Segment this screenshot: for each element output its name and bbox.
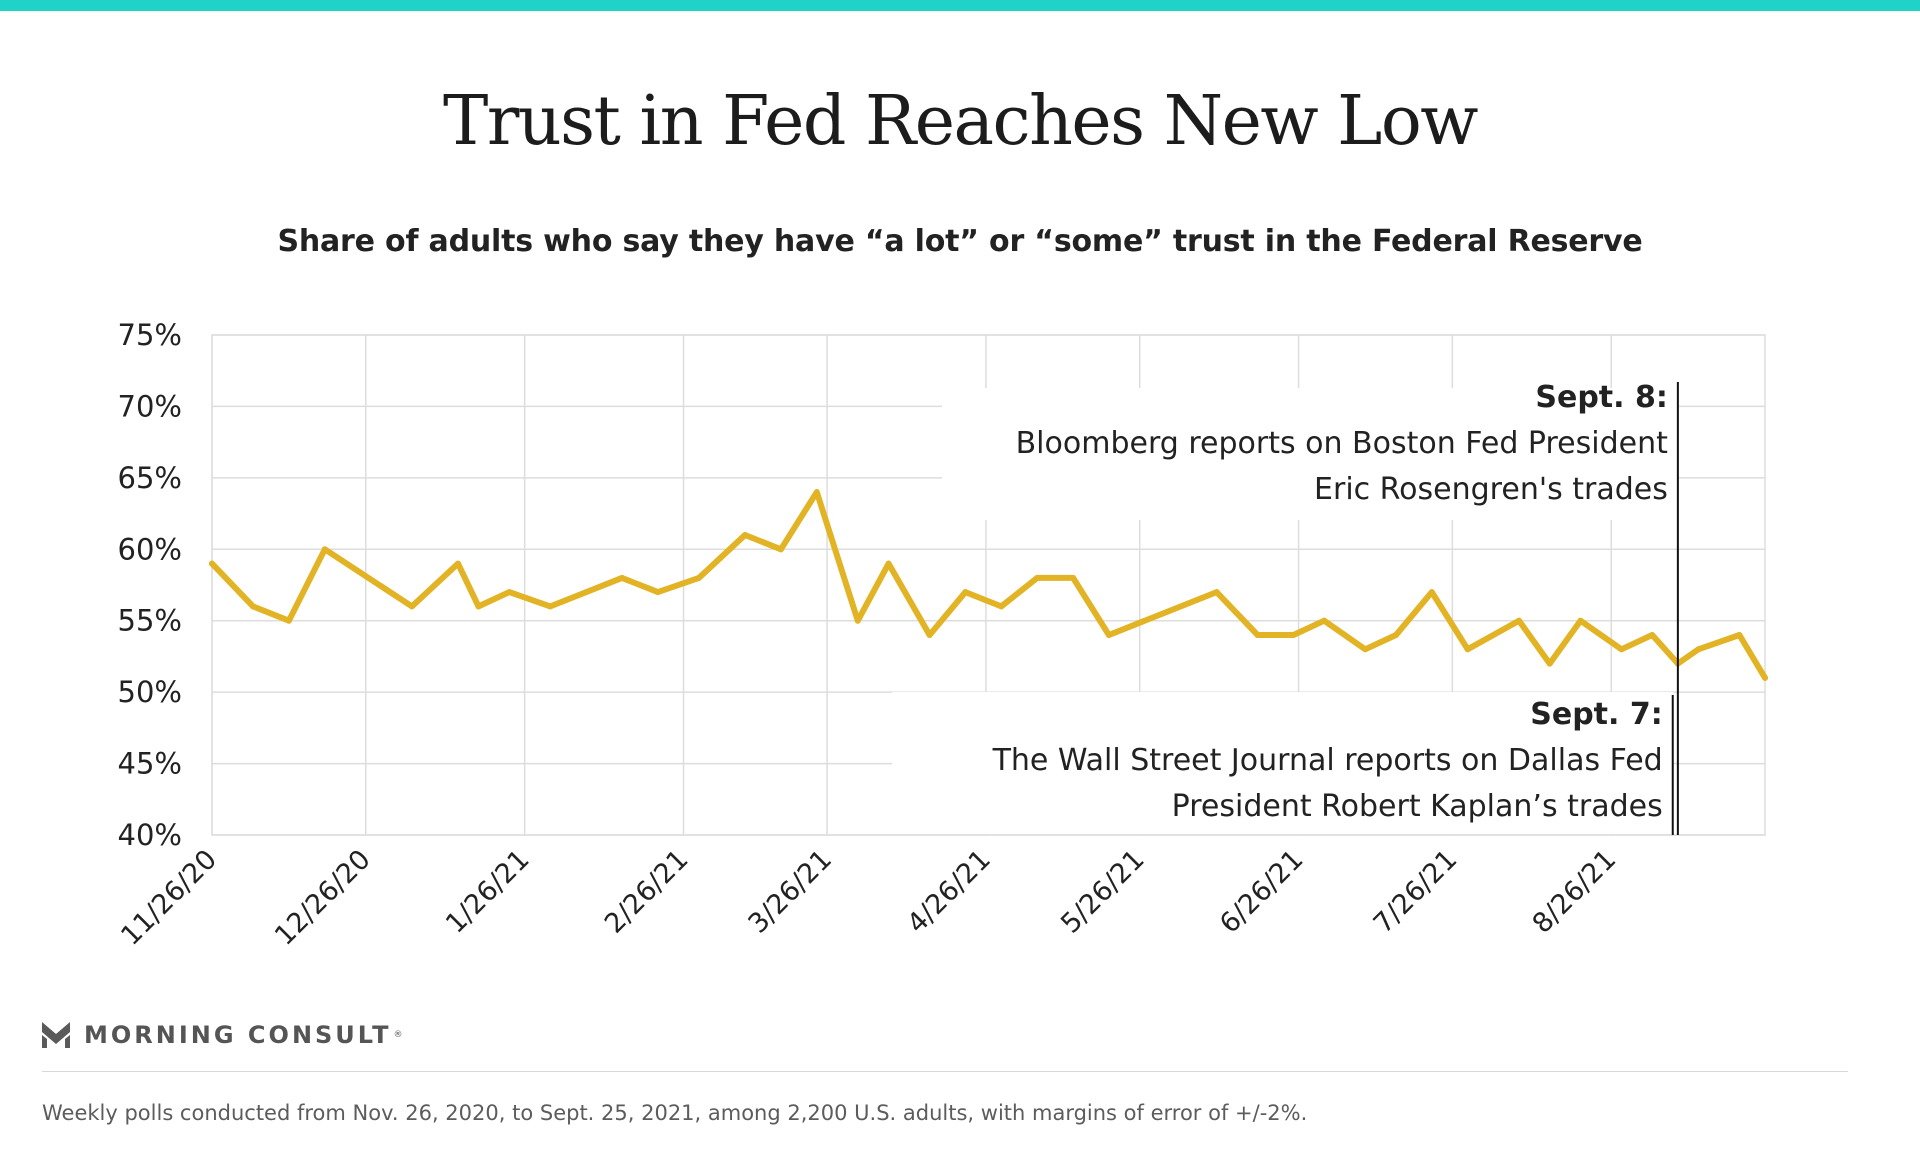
x-tick-label: 3/26/21 bbox=[742, 844, 838, 940]
annotation-sept-7-text: The Wall Street Journal reports on Dalla… bbox=[992, 743, 1663, 778]
data-point bbox=[1392, 632, 1399, 638]
line-chart: 75% 70% 65% 60% 55% 50% 45% 40%11/26/20 12/26/20… bbox=[115, 318, 1768, 952]
data-point bbox=[250, 603, 257, 610]
annotation-background bbox=[942, 388, 1678, 520]
data-point bbox=[1290, 632, 1297, 638]
chart-subtitle: Share of adults who say they have “a lot… bbox=[277, 224, 1643, 259]
data-point bbox=[583, 589, 590, 596]
x-tick-label: 1/26/21 bbox=[440, 844, 536, 940]
data-point bbox=[506, 589, 513, 596]
footnote: Weekly polls conducted from Nov. 26, 202… bbox=[42, 1101, 1308, 1125]
data-point bbox=[1618, 646, 1625, 653]
data-point bbox=[1070, 574, 1077, 581]
y-tick-label: 40% bbox=[118, 818, 182, 852]
data-point bbox=[1362, 646, 1369, 653]
data-point bbox=[1254, 632, 1261, 638]
data-point bbox=[777, 546, 784, 553]
y-tick-label: 65% bbox=[118, 461, 182, 495]
morning-consult-m-logo-icon bbox=[42, 1022, 70, 1048]
x-tick-label: 7/26/21 bbox=[1368, 844, 1464, 940]
annotation-sept-7-heading: Sept. 7: bbox=[1530, 697, 1662, 732]
x-tick-label: 5/26/21 bbox=[1055, 844, 1151, 940]
data-point bbox=[695, 574, 702, 581]
data-point bbox=[1034, 574, 1041, 581]
data-point bbox=[1695, 646, 1702, 653]
top-accent-bar bbox=[0, 0, 1920, 11]
data-point bbox=[408, 603, 415, 610]
y-tick-label: 70% bbox=[118, 389, 182, 423]
data-point bbox=[813, 489, 820, 496]
y-tick-label: 75% bbox=[118, 318, 182, 352]
data-point bbox=[1762, 674, 1768, 681]
data-point bbox=[1649, 632, 1656, 638]
data-point bbox=[885, 560, 892, 567]
brand-footer: MORNING CONSULT ® bbox=[42, 1018, 403, 1052]
data-point bbox=[1105, 632, 1112, 638]
data-point bbox=[1464, 646, 1471, 653]
y-tick-label: 45% bbox=[118, 747, 182, 781]
annotation-sept-8-text: Bloomberg reports on Boston Fed Presiden… bbox=[1016, 426, 1668, 461]
x-tick-label: 11/26/20 bbox=[115, 844, 223, 952]
chart-title: Trust in Fed Reaches New Low bbox=[443, 82, 1478, 161]
annotation-sept-7-text: President Robert Kaplan’s trades bbox=[1172, 789, 1663, 824]
data-point bbox=[926, 632, 933, 638]
data-point bbox=[742, 532, 749, 538]
data-point bbox=[1546, 660, 1553, 667]
y-tick-label: 60% bbox=[118, 532, 182, 566]
brand-registered-mark: ® bbox=[393, 1030, 403, 1040]
data-point bbox=[1515, 617, 1522, 624]
data-point bbox=[1736, 632, 1743, 638]
data-point bbox=[475, 603, 482, 610]
data-point bbox=[619, 574, 626, 581]
data-point bbox=[962, 589, 969, 596]
data-point bbox=[998, 603, 1005, 610]
data-point bbox=[1213, 589, 1220, 596]
footer-divider bbox=[42, 1071, 1848, 1072]
data-point bbox=[321, 546, 328, 553]
x-tick-label: 6/26/21 bbox=[1214, 844, 1310, 940]
data-point bbox=[209, 560, 215, 567]
annotation-sept-8-text: Eric Rosengren's trades bbox=[1314, 472, 1668, 507]
annotation-sept-8-heading: Sept. 8: bbox=[1535, 380, 1667, 415]
y-tick-label: 55% bbox=[118, 604, 182, 638]
data-point bbox=[1321, 617, 1328, 624]
x-tick-label: 12/26/20 bbox=[269, 844, 377, 952]
x-tick-label: 4/26/21 bbox=[901, 844, 997, 940]
x-tick-label: 2/26/21 bbox=[599, 844, 695, 940]
x-tick-label: 8/26/21 bbox=[1527, 844, 1623, 940]
y-tick-label: 50% bbox=[118, 675, 182, 709]
data-point bbox=[285, 617, 292, 624]
annotation-background bbox=[892, 692, 1673, 834]
data-point bbox=[547, 603, 554, 610]
data-point bbox=[455, 560, 462, 567]
data-point bbox=[654, 589, 661, 596]
data-point bbox=[1577, 617, 1584, 624]
brand-name: MORNING CONSULT bbox=[84, 1021, 392, 1049]
data-point bbox=[854, 617, 861, 624]
data-point bbox=[1428, 589, 1435, 596]
